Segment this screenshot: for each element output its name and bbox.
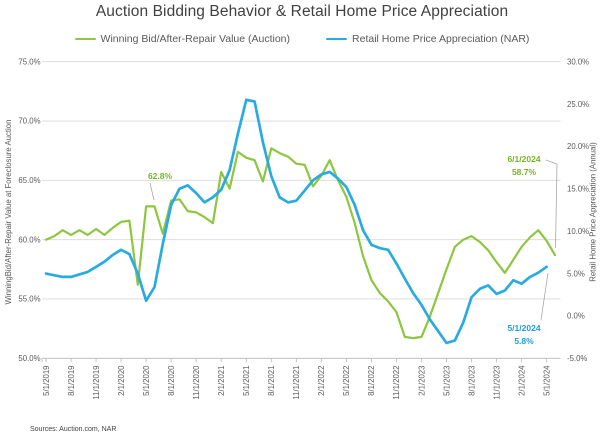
annotation-leader-peak-2020 [149,182,155,201]
annotation-label-nar-last: 5/1/2024 [507,323,540,333]
svg-text:8/1/2019: 8/1/2019 [67,366,76,396]
source-note: Sources: Auction.com, NAR [30,426,117,433]
right-axis-title: Retail Home Price Appreciation (Annual) [589,142,598,282]
svg-text:70.0%: 70.0% [18,117,40,126]
svg-text:5/1/2022: 5/1/2022 [342,366,351,396]
svg-text:50.0%: 50.0% [18,354,40,363]
svg-text:8/1/2023: 8/1/2023 [467,366,476,396]
svg-text:5/1/2024: 5/1/2024 [542,365,551,396]
svg-text:11/1/2019: 11/1/2019 [92,366,101,400]
svg-text:0.0%: 0.0% [567,312,585,321]
left-axis-title: WinningBid/After-Repair Value at Foreclo… [4,120,13,305]
x-axis [41,357,561,363]
annotation-label-auction-last: 6/1/2024 [507,154,540,164]
svg-text:5/1/2023: 5/1/2023 [442,366,451,396]
svg-text:5/1/2021: 5/1/2021 [242,366,251,396]
legend-item-auction: Winning Bid/After-Repair Value (Auction) [74,33,291,45]
legend-label-auction: Winning Bid/After-Repair Value (Auction) [100,33,291,45]
svg-text:10.0%: 10.0% [567,227,589,236]
svg-text:25.0%: 25.0% [567,100,589,109]
x-axis-tick-labels: 5/1/2019 8/1/2019 11/1/2019 2/1/2020 5/1/202… [42,365,552,400]
right-axis-tick-labels: 30.0% 25.0% 20.0% 15.0% 10.0% 5.0% 0.0% -5.0% [567,57,589,363]
svg-text:11/1/2023: 11/1/2023 [492,365,501,399]
svg-text:11/1/2020: 11/1/2020 [192,365,201,400]
auction-series-line [44,147,557,340]
svg-text:65.0%: 65.0% [18,176,40,185]
annotation-leader-auction-last [545,159,558,249]
legend: Winning Bid/After-Repair Value (Auction)… [0,31,604,47]
svg-text:8/1/2020: 8/1/2020 [167,365,176,396]
chart-title: Auction Bidding Behavior & Retail Home P… [95,3,509,20]
svg-text:-5.0%: -5.0% [567,354,587,363]
annotation-label-nar-last: 5.8% [514,336,534,346]
nar-series-line [44,98,548,345]
svg-text:75.0%: 75.0% [18,57,40,66]
svg-text:5/1/2019: 5/1/2019 [42,366,51,396]
svg-text:55.0%: 55.0% [18,295,40,304]
svg-text:60.0%: 60.0% [18,235,40,244]
svg-text:2/1/2021: 2/1/2021 [217,366,226,396]
svg-text:2/1/2022: 2/1/2022 [317,366,326,396]
annotation-leader-nar-last [540,272,549,321]
gridlines [42,61,561,359]
svg-text:2/1/2023: 2/1/2023 [417,366,426,396]
auction-line-swatch-icon [74,37,96,41]
annotation-label-auction-last: 58.7% [512,167,537,177]
legend-label-nar: Retail Home Price Appreciation (NAR) [352,33,530,45]
svg-text:11/1/2021: 11/1/2021 [292,366,301,400]
left-axis-tick-labels: 75.0% 70.0% 65.0% 60.0% 55.0% 50.0% [18,57,40,363]
svg-text:2/1/2024: 2/1/2024 [517,365,526,396]
svg-text:5.0%: 5.0% [567,269,585,278]
svg-text:5/1/2020: 5/1/2020 [142,365,151,396]
svg-text:30.0%: 30.0% [567,57,589,66]
svg-text:11/1/2022: 11/1/2022 [392,366,401,400]
svg-text:8/1/2021: 8/1/2021 [267,366,276,396]
svg-text:20.0%: 20.0% [567,142,589,151]
svg-text:15.0%: 15.0% [567,185,589,194]
annotation-label-peak-2020: 62.8% [148,171,173,181]
svg-text:8/1/2022: 8/1/2022 [367,366,376,396]
legend-item-nar: Retail Home Price Appreciation (NAR) [326,33,529,45]
nar-line-swatch-icon [326,37,348,41]
svg-text:2/1/2020: 2/1/2020 [117,365,126,396]
